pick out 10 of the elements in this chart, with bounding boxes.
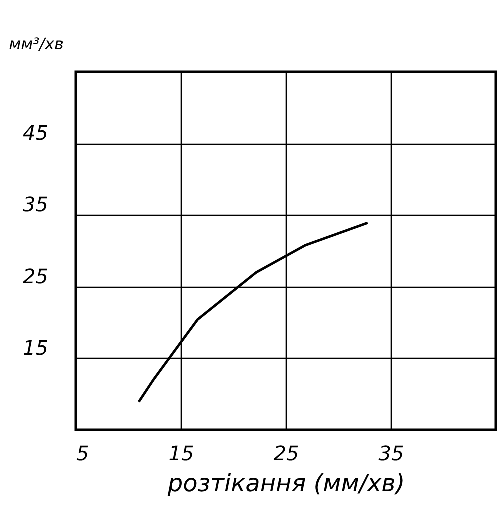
y-tick-label: 25 [23,264,48,288]
x-axis-title: розтікання (мм/хв) [166,470,406,498]
x-tick-label: 5 [76,442,90,466]
x-tick-label: 15 [168,442,194,466]
y-tick-label: 45 [23,121,48,146]
y-axis-title: мм³/хв [9,34,64,54]
y-tick-label: 15 [23,336,48,360]
y-tick-label: 35 [23,192,48,217]
x-tick-label: 35 [378,442,404,466]
x-tick-label: 25 [274,442,300,466]
